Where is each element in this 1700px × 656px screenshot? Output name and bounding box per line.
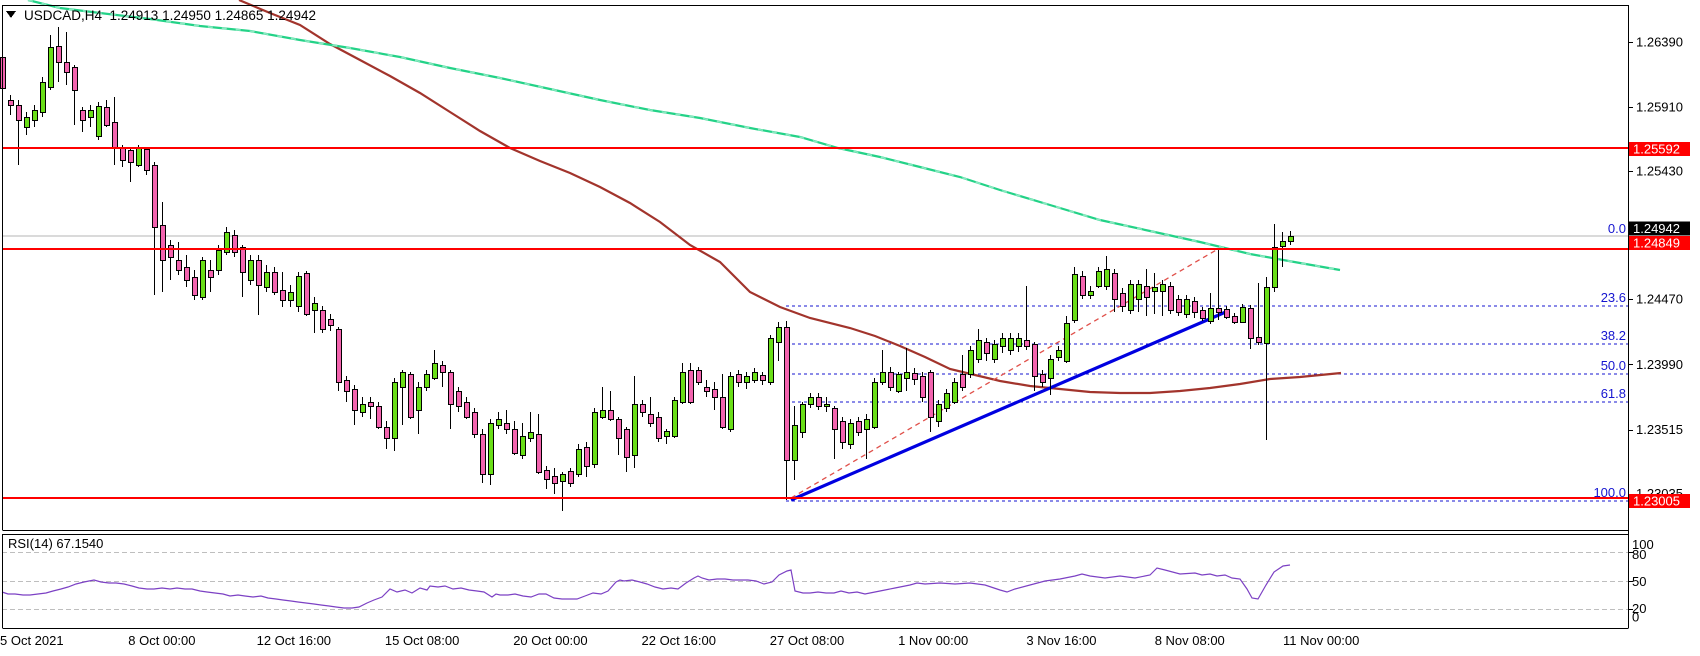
svg-text:5 Oct 2021: 5 Oct 2021: [0, 633, 64, 648]
svg-text:11 Nov 00:00: 11 Nov 00:00: [1283, 633, 1359, 648]
svg-text:15 Oct 08:00: 15 Oct 08:00: [385, 633, 459, 648]
svg-text:0.0: 0.0: [1608, 221, 1626, 236]
svg-text:20 Oct 00:00: 20 Oct 00:00: [513, 633, 587, 648]
svg-text:27 Oct 08:00: 27 Oct 08:00: [770, 633, 844, 648]
svg-text:8 Nov 08:00: 8 Nov 08:00: [1155, 633, 1225, 648]
svg-text:RSI(14) 67.1540: RSI(14) 67.1540: [8, 536, 103, 551]
svg-text:61.8: 61.8: [1601, 386, 1626, 401]
svg-text:1.25910: 1.25910: [1636, 100, 1683, 115]
svg-text:22 Oct 16:00: 22 Oct 16:00: [642, 633, 716, 648]
svg-text:100.0: 100.0: [1593, 485, 1626, 500]
svg-text:3 Nov 16:00: 3 Nov 16:00: [1026, 633, 1096, 648]
svg-text:12 Oct 16:00: 12 Oct 16:00: [257, 633, 331, 648]
svg-text:1.24470: 1.24470: [1636, 292, 1683, 307]
svg-text:1.26390: 1.26390: [1636, 35, 1683, 50]
svg-text:50.0: 50.0: [1601, 358, 1626, 373]
svg-text:8 Oct 00:00: 8 Oct 00:00: [128, 633, 195, 648]
svg-text:0: 0: [1632, 610, 1639, 625]
svg-text:80: 80: [1632, 547, 1646, 562]
svg-text:1 Nov 00:00: 1 Nov 00:00: [898, 633, 968, 648]
svg-text:1.25592: 1.25592: [1633, 142, 1680, 157]
svg-text:38.2: 38.2: [1601, 328, 1626, 343]
svg-text:1.24849: 1.24849: [1633, 235, 1680, 250]
svg-text:1.24942: 1.24942: [1633, 221, 1680, 236]
svg-text:100: 100: [1632, 537, 1654, 552]
svg-text:23.6: 23.6: [1601, 290, 1626, 305]
svg-text:20: 20: [1632, 601, 1646, 616]
svg-text:1.25430: 1.25430: [1636, 164, 1683, 179]
svg-text:1.23005: 1.23005: [1633, 494, 1680, 509]
svg-text:USDCAD,H4 1.24913 1.24950 1.2: USDCAD,H4 1.24913 1.24950 1.24865 1.2494…: [24, 8, 316, 23]
svg-text:1.23515: 1.23515: [1636, 422, 1683, 437]
svg-text:1.23990: 1.23990: [1636, 357, 1683, 372]
svg-text:50: 50: [1632, 574, 1646, 589]
